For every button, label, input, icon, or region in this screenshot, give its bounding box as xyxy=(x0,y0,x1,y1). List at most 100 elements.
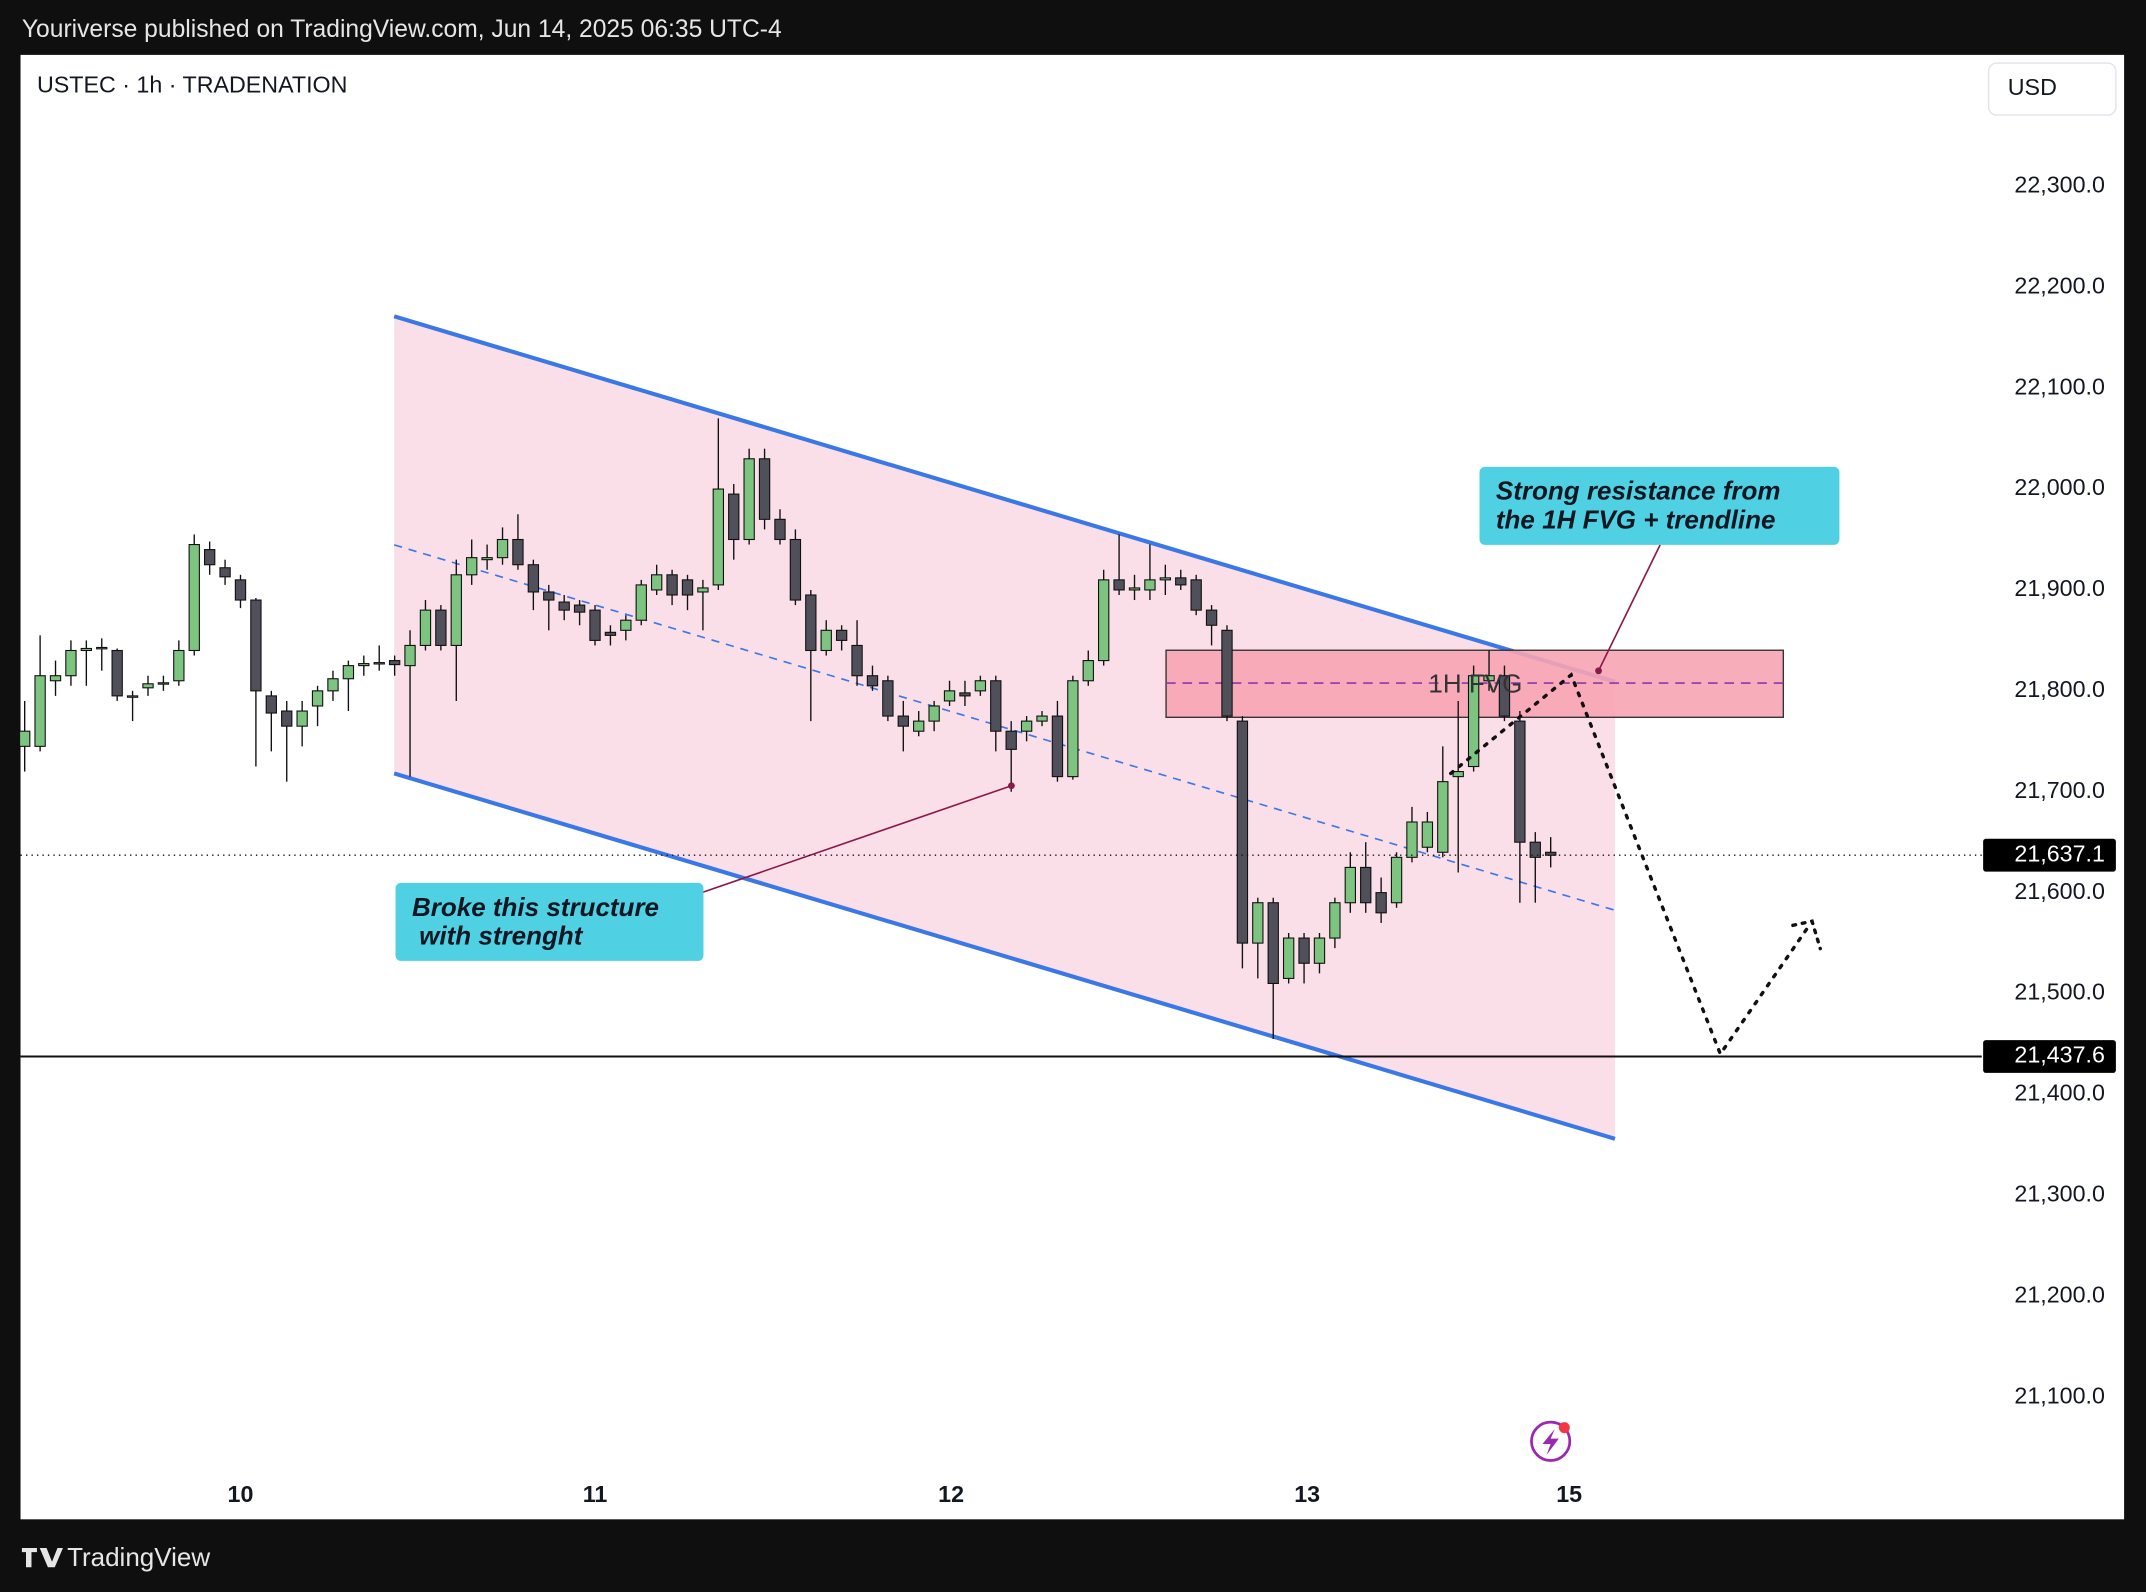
candle-body xyxy=(496,538,509,559)
candle-body xyxy=(805,594,817,652)
candle-body xyxy=(111,649,123,697)
x-tick-label: 12 xyxy=(938,1481,964,1507)
channel-lower xyxy=(393,771,1616,1141)
event-bolt xyxy=(1542,1428,1559,1455)
candle-body xyxy=(1406,821,1418,858)
callout-dot xyxy=(1007,782,1015,790)
candle-body xyxy=(1082,660,1094,682)
candle-body xyxy=(1467,675,1480,768)
candle-body xyxy=(435,609,447,646)
y-tick-label: 21,800.0 xyxy=(2014,676,2105,702)
candle-body xyxy=(1190,579,1202,611)
candle-body xyxy=(650,574,663,591)
candle-body xyxy=(481,557,493,561)
candles xyxy=(19,418,1557,1039)
brand-name: TradingView xyxy=(67,1542,210,1572)
event-icon[interactable] xyxy=(1530,1420,1572,1462)
candle-body xyxy=(543,591,555,601)
x-tick-label: 15 xyxy=(1556,1481,1582,1507)
candle-body xyxy=(1390,856,1403,904)
candle-body xyxy=(1437,781,1449,853)
candle-body xyxy=(203,549,216,566)
candle-body xyxy=(234,579,247,601)
candle-body xyxy=(65,649,77,677)
candle-body xyxy=(96,646,108,650)
candle-body xyxy=(281,710,293,727)
price-tag-label: 21,637.1 xyxy=(2014,840,2105,866)
fvg-label: 1H FVG xyxy=(1428,669,1522,699)
candle-body xyxy=(1221,629,1233,717)
candle-body xyxy=(913,720,925,732)
annotation-text: the 1H FVG + trendline xyxy=(1496,504,1776,534)
overlay: 1H FVG Strong resistance from the 1H FVG… xyxy=(395,466,1840,1462)
candle-body xyxy=(1113,579,1125,591)
projection-path xyxy=(1449,672,1812,1058)
candle-body xyxy=(1051,715,1064,778)
candle-body xyxy=(142,683,154,689)
candle-body xyxy=(974,680,987,692)
candle-body xyxy=(80,647,93,652)
candle-body xyxy=(1514,720,1526,843)
candle-body xyxy=(1005,730,1017,750)
candle-body xyxy=(1529,841,1541,858)
candle-body xyxy=(897,715,909,727)
symbol-title: USTEC · 1h · TRADENATION xyxy=(37,72,347,98)
candle-body xyxy=(327,678,339,692)
candle-body xyxy=(635,584,647,621)
candle-body xyxy=(789,538,802,601)
x-tick-label: 11 xyxy=(583,1481,608,1507)
candle-body xyxy=(589,609,601,641)
candle-body xyxy=(1329,902,1341,939)
y-tick-label: 21,300.0 xyxy=(2014,1180,2105,1206)
candle-body xyxy=(466,557,478,576)
candle-body xyxy=(1282,937,1295,979)
callout-line xyxy=(1597,544,1661,672)
price-tag xyxy=(1983,838,2116,872)
candle-body xyxy=(1545,851,1557,856)
candle-body xyxy=(1128,587,1141,591)
candle-body xyxy=(928,705,940,722)
candle-body xyxy=(1421,821,1434,848)
x-tick-label: 10 xyxy=(228,1481,254,1507)
callout-dot xyxy=(1595,667,1602,675)
candle-body xyxy=(1175,577,1187,586)
annotation-text: with strenght xyxy=(412,921,584,951)
y-tick-label: 22,000.0 xyxy=(2014,474,2105,500)
candle-body xyxy=(388,660,401,666)
candle-body xyxy=(126,695,139,698)
candle-body xyxy=(512,538,524,566)
publisher-header: Youriverse published on TradingView.com,… xyxy=(22,16,782,43)
candle-body xyxy=(188,543,200,652)
currency-button[interactable] xyxy=(1987,62,2117,116)
candle-body xyxy=(1375,892,1387,914)
candle-body xyxy=(728,493,740,541)
candle-body xyxy=(173,649,185,682)
candle-body xyxy=(311,690,324,707)
channel-upper xyxy=(393,314,1616,684)
x-tick-label: 13 xyxy=(1294,1481,1320,1507)
candle-body xyxy=(450,574,462,646)
y-tick-label: 21,400.0 xyxy=(2014,1080,2105,1106)
candle-body xyxy=(743,458,755,541)
candle-body xyxy=(712,488,725,586)
axes: 21,100.0 21,200.0 21,300.0 21,400.0 21,500.0… xyxy=(20,172,2116,1507)
candle-body xyxy=(990,680,1002,732)
candle-body xyxy=(1159,577,1172,581)
candle-body xyxy=(1498,675,1511,717)
candle-body xyxy=(342,665,355,680)
candle-body xyxy=(1360,866,1372,904)
candle-body xyxy=(1298,937,1310,964)
candle-body xyxy=(49,675,62,682)
candle-body xyxy=(265,695,277,714)
brand-logo xyxy=(21,1548,63,1568)
candle-body xyxy=(250,599,262,692)
candle-body xyxy=(666,574,678,596)
price-tag xyxy=(1983,1040,2116,1073)
candle-body xyxy=(882,680,894,717)
y-tick-label: 21,100.0 xyxy=(2014,1382,2105,1408)
candle-body xyxy=(851,644,863,677)
y-tick-label: 21,900.0 xyxy=(2014,575,2105,601)
y-tick-label: 22,300.0 xyxy=(2014,172,2105,198)
